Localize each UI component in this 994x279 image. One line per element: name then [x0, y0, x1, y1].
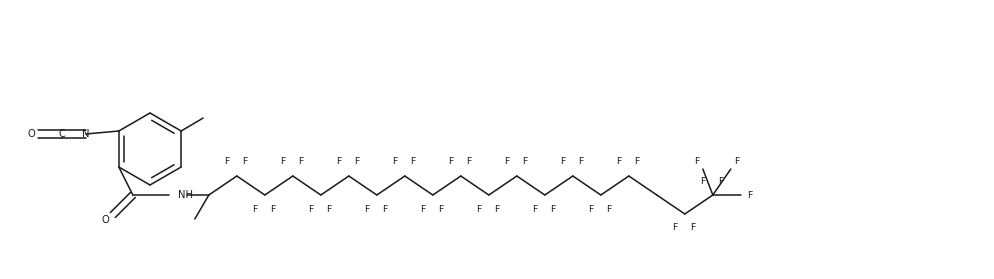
Text: F: F	[690, 223, 696, 232]
Text: F: F	[393, 158, 398, 167]
Text: F: F	[336, 158, 342, 167]
Text: F: F	[354, 158, 360, 167]
Text: F: F	[606, 205, 611, 213]
Text: F: F	[476, 205, 481, 213]
Text: NH: NH	[178, 190, 193, 200]
Text: F: F	[383, 205, 388, 213]
Text: F: F	[616, 158, 621, 167]
Text: F: F	[532, 205, 538, 213]
Text: F: F	[694, 157, 700, 165]
Text: F: F	[243, 158, 248, 167]
Text: F: F	[466, 158, 471, 167]
Text: F: F	[561, 158, 566, 167]
Text: F: F	[225, 158, 230, 167]
Text: F: F	[448, 158, 453, 167]
Text: F: F	[364, 205, 370, 213]
Text: F: F	[579, 158, 583, 167]
Text: F: F	[326, 205, 331, 213]
Text: F: F	[588, 205, 593, 213]
Text: F: F	[280, 158, 285, 167]
Text: O: O	[102, 215, 109, 225]
Text: F: F	[672, 223, 678, 232]
Text: F: F	[420, 205, 425, 213]
Text: F: F	[522, 158, 528, 167]
Text: F: F	[270, 205, 275, 213]
Text: O: O	[28, 129, 36, 139]
Text: F: F	[746, 191, 752, 199]
Text: F: F	[735, 157, 740, 165]
Text: F: F	[298, 158, 303, 167]
Text: F: F	[700, 177, 706, 186]
Text: F: F	[719, 177, 724, 186]
Text: F: F	[634, 158, 639, 167]
Text: F: F	[308, 205, 313, 213]
Text: N: N	[83, 129, 89, 139]
Text: C: C	[59, 129, 66, 139]
Text: F: F	[438, 205, 443, 213]
Text: F: F	[252, 205, 257, 213]
Text: F: F	[551, 205, 556, 213]
Text: F: F	[504, 158, 510, 167]
Text: F: F	[411, 158, 415, 167]
Text: F: F	[494, 205, 499, 213]
